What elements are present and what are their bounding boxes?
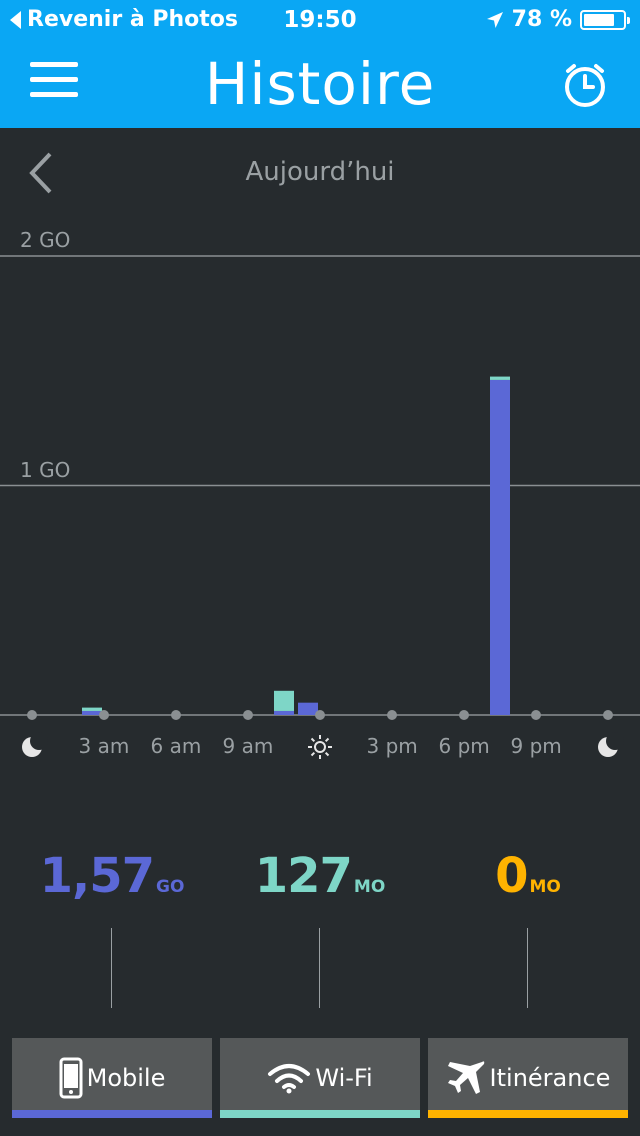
tab-mobile-label: Mobile <box>86 1064 166 1092</box>
axis-dot <box>243 710 253 720</box>
tab-roaming-label: Itinérance <box>489 1064 611 1092</box>
y-tick-label: 1 GO <box>20 457 71 482</box>
bar-mobile-3 <box>490 379 510 715</box>
roaming-divider <box>527 928 528 1008</box>
wifi-total-unit: MO <box>353 877 386 897</box>
bar-wifi-3 <box>490 376 510 380</box>
top-bar: Revenir à Photos 19:50 78 % Histoire <box>0 0 640 128</box>
usage-chart-svg <box>0 255 640 759</box>
axis-dot <box>387 710 397 720</box>
mobile-divider <box>111 928 112 1008</box>
mobile-total-value: 1,57 <box>39 848 155 904</box>
roaming-total-unit: MO <box>529 877 561 897</box>
tab-wifi-indicator <box>220 1110 420 1118</box>
location-arrow-icon <box>486 11 503 28</box>
tab-roaming-indicator <box>428 1110 628 1118</box>
bar-mobile-2 <box>298 702 318 715</box>
hamburger-menu-icon[interactable] <box>30 62 78 98</box>
sun-icon <box>308 735 332 759</box>
wifi-total: 127 MO <box>216 848 424 904</box>
usage-chart: 2 GO 1 GO 3 am 6 am 9 am 3 pm 6 pm 9 pm <box>0 220 640 780</box>
usage-summary: 1,57 GO 127 MO 0 MO <box>0 848 640 908</box>
moon-icon <box>598 732 624 757</box>
moon-icon <box>22 732 48 757</box>
airplane-icon <box>447 1061 484 1094</box>
back-to-photos-label: Revenir à Photos <box>27 7 238 32</box>
battery-fill <box>584 13 614 26</box>
back-to-photos-link[interactable]: Revenir à Photos <box>10 7 238 32</box>
status-bar: Revenir à Photos 19:50 78 % <box>0 0 640 40</box>
axis-dot <box>99 710 109 720</box>
bar-mobile-1 <box>274 710 294 715</box>
mobile-total-unit: GO <box>156 877 185 897</box>
x-tick-label: 9 am <box>222 734 274 758</box>
x-tick-label: 6 pm <box>438 734 490 758</box>
network-tabs: Mobile Wi-Fi Itinérance <box>0 1038 640 1118</box>
status-right: 78 % <box>486 7 630 32</box>
tab-mobile[interactable]: Mobile <box>12 1038 212 1118</box>
bar-mobile-0 <box>82 710 102 715</box>
battery-percent: 78 % <box>511 7 572 32</box>
wifi-divider <box>319 928 320 1008</box>
x-tick-label: 3 pm <box>366 734 418 758</box>
bar-wifi-1 <box>274 690 294 711</box>
x-tick-label: 6 am <box>150 734 202 758</box>
axis-dot <box>459 710 469 720</box>
back-arrow-icon <box>10 10 21 29</box>
status-time: 19:50 <box>283 7 357 33</box>
tab-wifi[interactable]: Wi-Fi <box>220 1038 420 1118</box>
clock-icon[interactable] <box>562 62 608 108</box>
roaming-total: 0 MO <box>424 848 632 904</box>
x-tick-label: 3 am <box>78 734 130 758</box>
tab-mobile-indicator <box>12 1110 212 1118</box>
tab-wifi-label: Wi-Fi <box>315 1064 373 1092</box>
battery-icon <box>580 9 630 30</box>
axis-dot <box>27 710 37 720</box>
axis-dot <box>171 710 181 720</box>
axis-dot <box>531 710 541 720</box>
axis-dot <box>315 710 325 720</box>
page-title: Histoire <box>204 50 436 118</box>
roaming-total-value: 0 <box>495 848 528 904</box>
chevron-left-icon[interactable] <box>26 150 56 196</box>
bar-wifi-0 <box>82 707 102 711</box>
axis-dot <box>603 710 613 720</box>
phone-icon <box>59 1057 83 1099</box>
x-tick-label: 9 pm <box>510 734 562 758</box>
wifi-icon <box>268 1064 311 1094</box>
period-title: Aujourd’hui <box>245 157 395 187</box>
y-tick-label: 2 GO <box>20 228 71 252</box>
tab-roaming[interactable]: Itinérance <box>428 1038 628 1118</box>
wifi-total-value: 127 <box>254 848 353 904</box>
mobile-total: 1,57 GO <box>8 848 216 904</box>
